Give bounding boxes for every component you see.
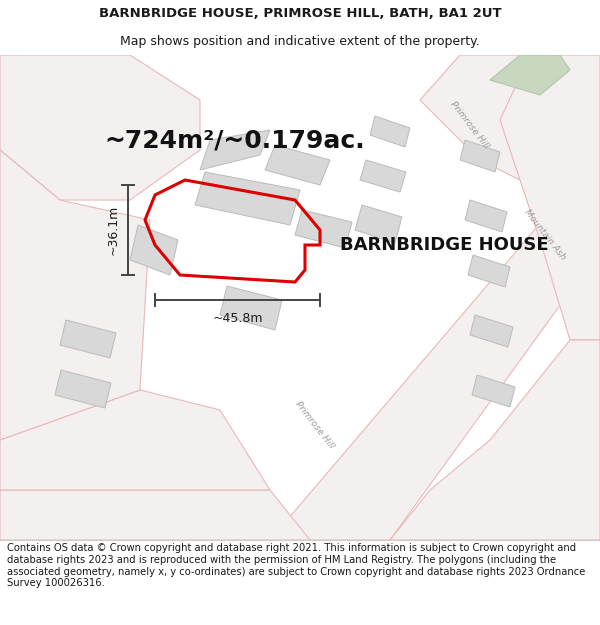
Text: Contains OS data © Crown copyright and database right 2021. This information is : Contains OS data © Crown copyright and d… [7,543,586,588]
Polygon shape [370,116,410,147]
Text: Mountain Ash: Mountain Ash [523,208,568,262]
Polygon shape [390,340,600,540]
Polygon shape [465,200,507,232]
Polygon shape [195,172,300,225]
Polygon shape [200,130,270,170]
Polygon shape [468,255,510,287]
Polygon shape [472,375,515,407]
Polygon shape [55,370,111,408]
Text: ~724m²/~0.179ac.: ~724m²/~0.179ac. [104,128,365,152]
Text: ~36.1m: ~36.1m [107,205,120,255]
Text: BARNBRIDGE HOUSE, PRIMROSE HILL, BATH, BA1 2UT: BARNBRIDGE HOUSE, PRIMROSE HILL, BATH, B… [98,8,502,20]
Polygon shape [0,55,200,200]
Text: Primrose Hill: Primrose Hill [294,400,336,450]
Polygon shape [490,55,570,95]
Polygon shape [220,286,282,330]
Polygon shape [265,145,330,185]
Text: Primrose Hill: Primrose Hill [449,100,491,150]
Polygon shape [0,390,270,490]
Polygon shape [0,490,310,540]
Polygon shape [60,320,116,358]
Polygon shape [270,200,600,540]
Polygon shape [420,55,600,200]
Polygon shape [355,205,402,243]
Polygon shape [470,315,513,347]
Text: ~45.8m: ~45.8m [212,312,263,325]
Text: BARNBRIDGE HOUSE: BARNBRIDGE HOUSE [340,236,548,254]
Polygon shape [460,140,500,172]
Polygon shape [130,225,178,275]
Text: Map shows position and indicative extent of the property.: Map shows position and indicative extent… [120,35,480,48]
Polygon shape [500,55,600,340]
Polygon shape [360,160,406,192]
Polygon shape [0,150,150,440]
Polygon shape [295,210,352,248]
